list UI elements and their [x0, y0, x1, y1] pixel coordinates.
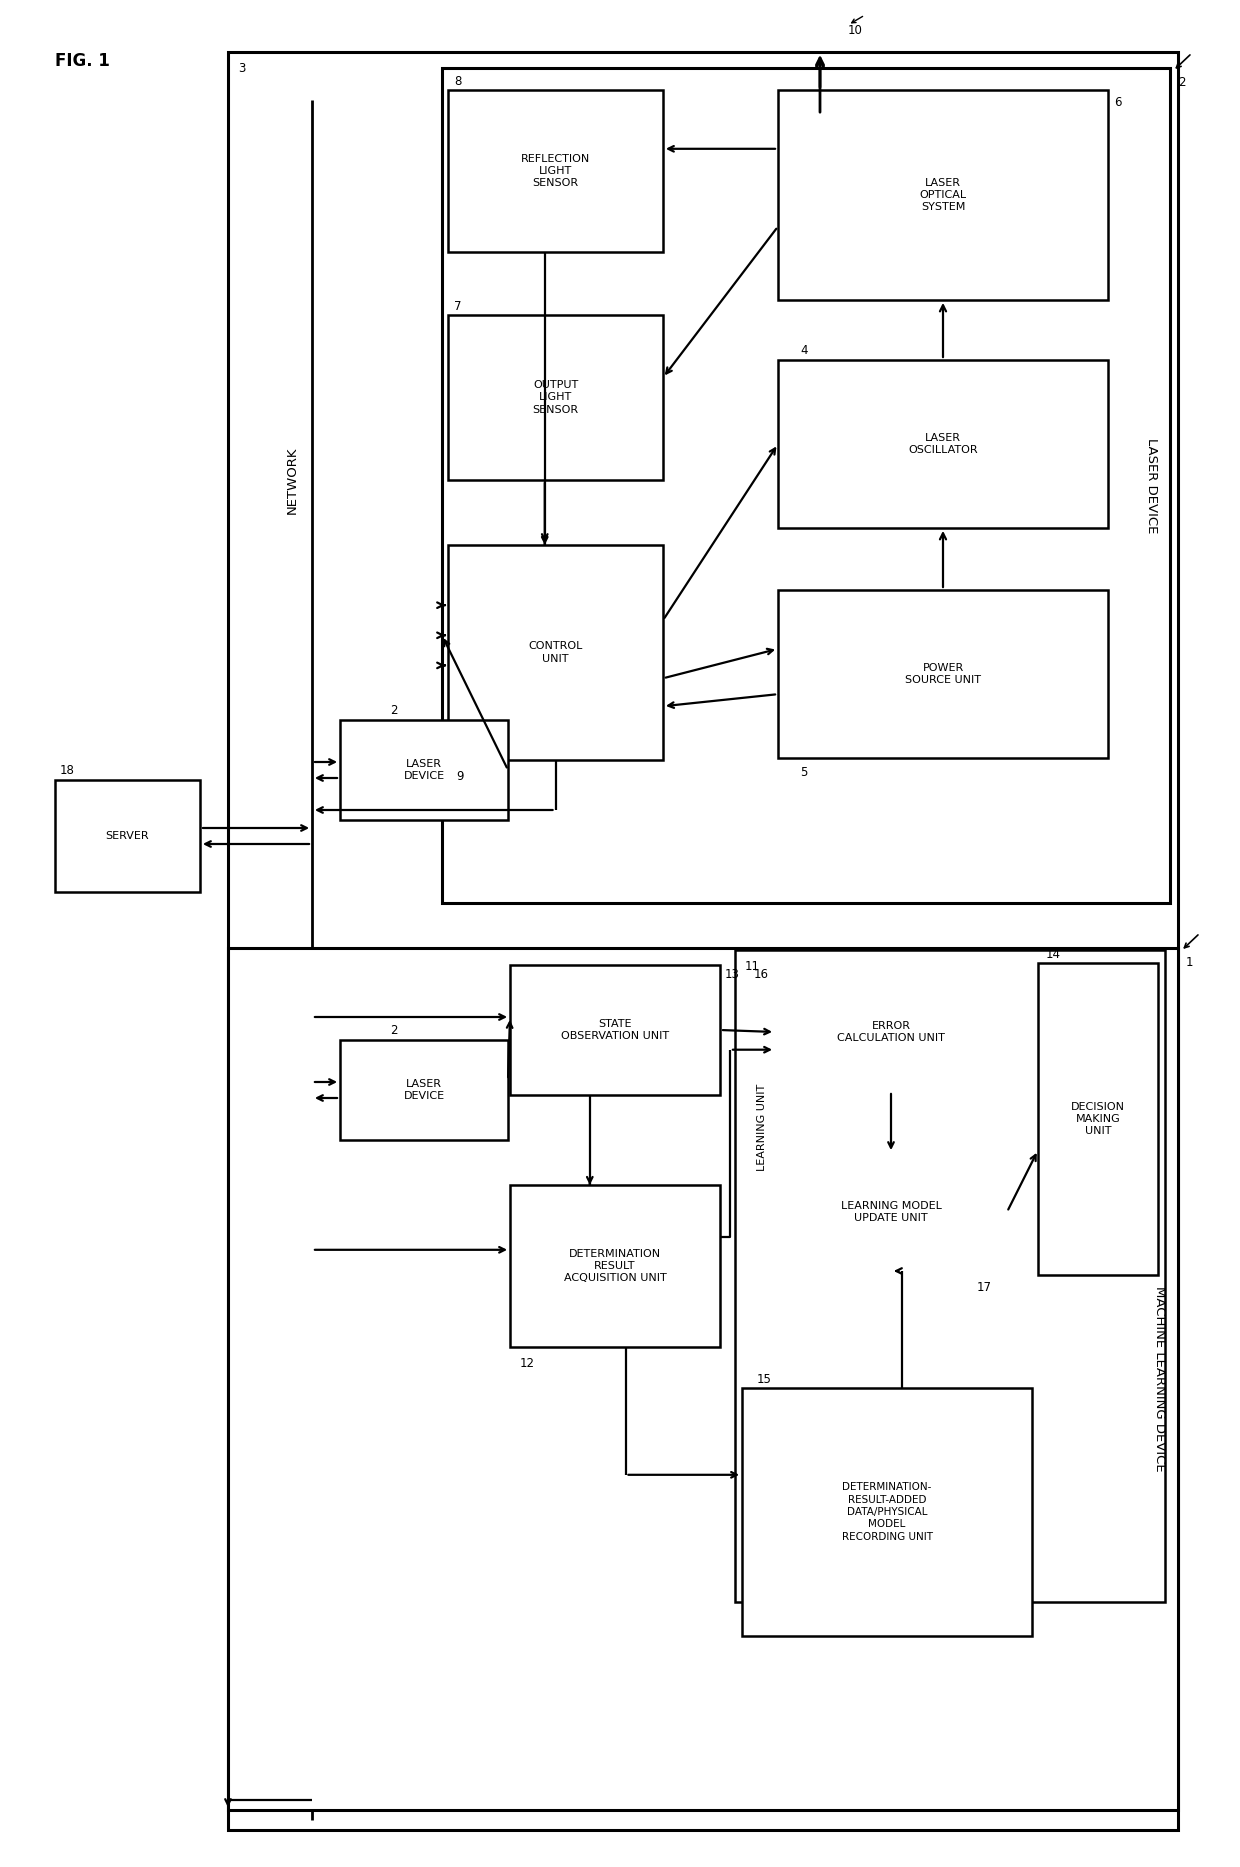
- Text: 3: 3: [238, 62, 246, 75]
- Text: ERROR
CALCULATION UNIT: ERROR CALCULATION UNIT: [837, 1021, 945, 1044]
- Text: FIG. 1: FIG. 1: [55, 52, 110, 69]
- Bar: [340, 1040, 508, 1141]
- Text: 2: 2: [1178, 77, 1185, 90]
- Text: POWER
SOURCE UNIT: POWER SOURCE UNIT: [905, 663, 981, 685]
- Text: MACHINE LEARNING DEVICE: MACHINE LEARNING DEVICE: [1153, 1286, 1167, 1471]
- Text: OUTPUT
LIGHT
SENSOR: OUTPUT LIGHT SENSOR: [532, 381, 579, 414]
- Text: 13: 13: [725, 967, 740, 980]
- Bar: [340, 721, 508, 820]
- Text: 1: 1: [1185, 956, 1193, 969]
- Text: 2: 2: [391, 1023, 398, 1036]
- Bar: [742, 958, 1032, 1296]
- Text: LASER
OPTICAL
SYSTEM: LASER OPTICAL SYSTEM: [919, 177, 966, 213]
- Bar: [777, 360, 1109, 528]
- Text: NETWORK: NETWORK: [285, 446, 299, 513]
- Bar: [510, 1186, 720, 1346]
- Text: 11: 11: [745, 960, 760, 973]
- Text: LASER
OSCILLATOR: LASER OSCILLATOR: [908, 433, 978, 456]
- Text: REFLECTION
LIGHT
SENSOR: REFLECTION LIGHT SENSOR: [521, 153, 590, 189]
- Text: 9: 9: [456, 769, 464, 782]
- Bar: [228, 948, 1178, 1809]
- Bar: [777, 590, 1109, 758]
- Text: DETERMINATION
RESULT
ACQUISITION UNIT: DETERMINATION RESULT ACQUISITION UNIT: [564, 1249, 666, 1283]
- Bar: [777, 90, 1109, 301]
- Text: 6: 6: [1114, 95, 1121, 108]
- Bar: [441, 67, 1171, 904]
- Bar: [742, 1387, 1032, 1635]
- Bar: [228, 52, 1178, 1830]
- Text: 8: 8: [454, 75, 461, 88]
- Bar: [775, 1154, 1007, 1271]
- Bar: [448, 316, 663, 480]
- Text: SERVER: SERVER: [105, 831, 149, 840]
- Text: LASER
DEVICE: LASER DEVICE: [403, 758, 445, 780]
- Bar: [735, 950, 1166, 1602]
- Text: STATE
OBSERVATION UNIT: STATE OBSERVATION UNIT: [560, 1019, 670, 1042]
- Text: 14: 14: [1047, 948, 1061, 962]
- Text: CONTROL
UNIT: CONTROL UNIT: [528, 640, 583, 663]
- Text: 15: 15: [756, 1372, 771, 1385]
- Bar: [510, 965, 720, 1096]
- Text: LEARNING MODEL
UPDATE UNIT: LEARNING MODEL UPDATE UNIT: [841, 1200, 941, 1223]
- Text: LASER DEVICE: LASER DEVICE: [1146, 439, 1158, 534]
- Text: 12: 12: [520, 1357, 534, 1370]
- Bar: [448, 90, 663, 252]
- Text: 5: 5: [800, 765, 807, 779]
- Bar: [775, 973, 1007, 1090]
- Text: 17: 17: [977, 1281, 992, 1294]
- Text: 18: 18: [60, 764, 74, 777]
- Bar: [448, 545, 663, 760]
- Bar: [55, 780, 200, 892]
- Text: 10: 10: [848, 24, 863, 37]
- Text: 16: 16: [754, 967, 769, 980]
- Text: DETERMINATION-
RESULT-ADDED
DATA/PHYSICAL
MODEL
RECORDING UNIT: DETERMINATION- RESULT-ADDED DATA/PHYSICA…: [842, 1482, 932, 1542]
- Text: DECISION
MAKING
UNIT: DECISION MAKING UNIT: [1071, 1102, 1125, 1137]
- Text: 7: 7: [454, 301, 461, 314]
- Text: 4: 4: [800, 344, 807, 357]
- Text: 2: 2: [391, 704, 398, 717]
- Bar: [1038, 963, 1158, 1275]
- Text: LEARNING UNIT: LEARNING UNIT: [756, 1083, 768, 1171]
- Text: LASER
DEVICE: LASER DEVICE: [403, 1079, 445, 1102]
